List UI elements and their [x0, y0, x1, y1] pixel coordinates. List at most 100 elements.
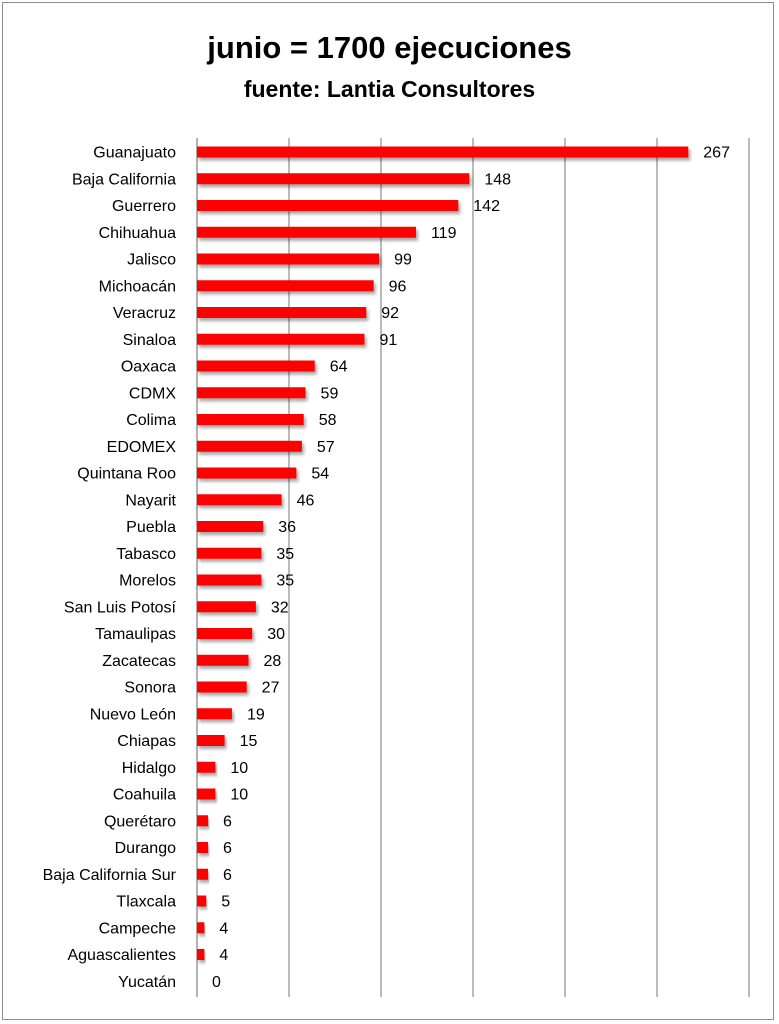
category-label: Tlaxcala: [116, 894, 176, 911]
bar: [197, 922, 205, 934]
data-label: 46: [297, 492, 315, 509]
category-label: CDMX: [129, 385, 176, 402]
bar: [197, 521, 264, 532]
bars: [197, 146, 689, 960]
bar: [197, 735, 225, 746]
category-label: Chihuahua: [99, 225, 177, 242]
category-label: Campeche: [99, 920, 176, 937]
data-label: 59: [321, 385, 339, 402]
data-label: 92: [381, 305, 399, 322]
category-label: EDOMEX: [107, 439, 177, 456]
bar: [197, 574, 262, 586]
data-label: 58: [319, 412, 337, 429]
bar: [197, 895, 207, 907]
category-label: Michoacán: [99, 278, 176, 295]
data-label: 36: [278, 519, 296, 536]
category-label: Colima: [126, 412, 176, 429]
data-label: 142: [473, 198, 500, 215]
data-label: 96: [389, 278, 407, 295]
bar: [197, 414, 304, 425]
data-label: 119: [431, 225, 457, 242]
labels: Guanajuato 267 Baja California 148 Guerrero 1…: [43, 145, 730, 991]
data-label: 19: [247, 706, 265, 723]
bar: [197, 467, 297, 479]
bar: [197, 307, 367, 318]
category-label: Hidalgo: [122, 760, 176, 777]
category-label: Jalisco: [127, 252, 176, 269]
data-label: 5: [221, 894, 230, 911]
data-label: 35: [276, 573, 294, 590]
category-label: Oaxaca: [121, 359, 176, 376]
gridlines: [196, 138, 750, 997]
category-label: Nuevo León: [90, 706, 176, 723]
category-label: Tabasco: [116, 546, 176, 563]
bar: [197, 173, 470, 185]
category-label: Baja California Sur: [43, 867, 177, 884]
data-label: 57: [317, 439, 335, 456]
data-label: 10: [230, 760, 248, 777]
category-label: Coahuila: [113, 787, 176, 804]
data-label: 6: [223, 867, 232, 884]
bar: [197, 280, 374, 292]
data-label: 35: [276, 546, 294, 563]
data-label: 99: [394, 252, 412, 269]
bar: [197, 200, 459, 211]
data-label: 15: [240, 733, 258, 750]
category-label: Guerrero: [112, 198, 176, 215]
data-label: 64: [330, 359, 348, 376]
data-label: 32: [271, 599, 289, 616]
data-label: 6: [223, 813, 232, 830]
bar: [197, 146, 689, 158]
bar: [197, 628, 253, 639]
bar: [197, 547, 262, 559]
category-label: Morelos: [119, 573, 176, 590]
bar: [197, 788, 216, 800]
bar: [197, 387, 306, 399]
data-label: 4: [219, 947, 228, 964]
bar: [197, 761, 216, 773]
category-label: Durango: [115, 840, 176, 857]
bar: [197, 842, 209, 853]
category-label: Veracruz: [113, 305, 176, 322]
data-label: 267: [703, 145, 730, 162]
category-label: Puebla: [126, 519, 176, 536]
bar: [197, 601, 256, 613]
bar: [197, 226, 416, 238]
bar: [197, 494, 282, 506]
bar: [197, 868, 209, 880]
category-label: Tamaulipas: [95, 626, 176, 643]
category-label: Aguascalientes: [67, 947, 176, 964]
category-label: Guanajuato: [93, 145, 176, 162]
data-label: 0: [212, 974, 221, 991]
bar: [197, 654, 249, 666]
data-label: 54: [311, 466, 329, 483]
bar: [197, 708, 232, 720]
bar: [197, 253, 380, 265]
category-label: Baja California: [72, 171, 176, 188]
chart-title: junio = 1700 ejecuciones: [207, 30, 572, 65]
data-label: 91: [379, 332, 397, 349]
data-label: 27: [262, 680, 280, 697]
category-label: Zacatecas: [102, 653, 176, 670]
data-label: 148: [484, 171, 511, 188]
category-label: San Luis Potosí: [64, 599, 177, 616]
bar: [197, 360, 315, 372]
chart-subtitle: fuente: Lantia Consultores: [243, 76, 536, 102]
category-label: Quintana Roo: [77, 466, 176, 483]
category-label: Sinaloa: [123, 332, 176, 349]
data-label: 6: [223, 840, 232, 857]
category-label: Yucatán: [118, 974, 176, 991]
data-label: 28: [264, 653, 282, 670]
category-label: Querétaro: [104, 813, 176, 830]
bar: [197, 681, 247, 693]
data-label: 30: [267, 626, 285, 643]
bar: [197, 440, 302, 452]
category-label: Chiapas: [117, 733, 176, 750]
category-label: Nayarit: [125, 492, 176, 509]
bar: [197, 815, 209, 827]
data-label: 4: [219, 920, 228, 937]
bar: [197, 333, 365, 345]
bar: [197, 949, 205, 960]
